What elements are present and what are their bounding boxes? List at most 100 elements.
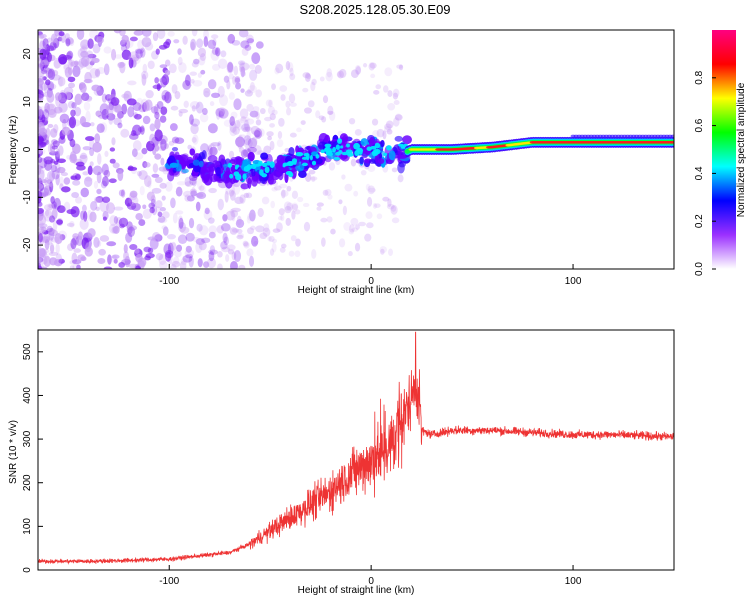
spectrogram-blob bbox=[286, 107, 292, 116]
spectrogram-blob bbox=[247, 146, 257, 153]
spectrogram-blob bbox=[161, 225, 168, 230]
spectrogram-blob bbox=[48, 203, 57, 209]
spectrogram-blob bbox=[44, 209, 50, 217]
spectrogram-blob bbox=[74, 93, 84, 105]
spectrogram-blob bbox=[89, 211, 97, 223]
spectrogram-blob bbox=[366, 222, 374, 229]
spectrogram-blob bbox=[157, 217, 168, 224]
spectrogram-blob bbox=[138, 219, 146, 227]
spectrogram-blob bbox=[320, 217, 328, 223]
snr-y-tick-label: 100 bbox=[22, 518, 33, 535]
spectrogram-blob bbox=[208, 249, 219, 255]
spectrogram-blob bbox=[354, 64, 362, 75]
spectrogram-blob bbox=[320, 149, 325, 154]
spectrogram-blob bbox=[386, 128, 393, 135]
spectrogram-blob bbox=[166, 233, 176, 240]
spectrogram-blob bbox=[236, 119, 242, 131]
spectrogram-blob bbox=[267, 178, 277, 185]
spectrogram-blob bbox=[239, 66, 246, 73]
spectrogram-blob bbox=[141, 37, 152, 48]
snr-y-axis-label: SNR (10 * v/v) bbox=[8, 420, 19, 484]
spectrogram-blob bbox=[39, 225, 45, 231]
spectrogram-blob bbox=[325, 71, 333, 82]
spectrogram-blob bbox=[324, 143, 332, 148]
spectrogram-blob bbox=[236, 228, 243, 234]
snr-series-line bbox=[38, 331, 674, 565]
spectrogram-blob bbox=[38, 122, 45, 134]
snr-marks bbox=[38, 331, 674, 565]
spectrogram-blob bbox=[191, 236, 200, 242]
spectrogram-blob bbox=[209, 245, 216, 256]
spectrogram-blob bbox=[82, 204, 87, 212]
spectrogram-blob bbox=[276, 222, 283, 233]
spectrogram-blob bbox=[284, 205, 292, 214]
spectrogram-blob bbox=[211, 92, 221, 99]
spectrogram-blob bbox=[211, 63, 221, 71]
spectrogram-blob bbox=[351, 227, 359, 232]
spectrogram-blob bbox=[103, 46, 112, 54]
spectrogram-blob bbox=[303, 221, 311, 232]
colorbar-tick-label: 0.8 bbox=[694, 70, 705, 84]
spectrogram-blob bbox=[235, 136, 245, 148]
spectrogram-blob bbox=[215, 166, 221, 177]
spectrogram-blob bbox=[199, 184, 206, 195]
spectrogram-blob bbox=[44, 239, 50, 250]
spectrogram-blob bbox=[382, 196, 390, 202]
spectrogram-blob bbox=[104, 150, 109, 157]
spectrogram-blob bbox=[119, 61, 126, 74]
spectrogram-blob bbox=[53, 106, 63, 114]
spectrogram-blob bbox=[240, 115, 247, 124]
spectrogram-blob bbox=[179, 260, 187, 269]
spectrogram-blob bbox=[137, 257, 147, 268]
spectrogram-blob bbox=[203, 87, 211, 98]
spectrogram-blob bbox=[337, 70, 344, 79]
spectrogram-blob bbox=[384, 67, 393, 77]
spectrogram-blob bbox=[189, 101, 200, 110]
spectrogram-blob bbox=[195, 241, 203, 254]
spectrogram-blob bbox=[242, 126, 253, 131]
spectrogram-blob bbox=[155, 48, 160, 55]
spectrogram-blob bbox=[165, 181, 173, 192]
spectrogram-blob bbox=[96, 188, 102, 195]
spectrogram-blob bbox=[390, 205, 397, 212]
spectrogram-blob bbox=[267, 236, 272, 242]
spectrogram-blob bbox=[157, 211, 163, 217]
spectrogram-blob bbox=[172, 167, 177, 173]
spectrogram-blob bbox=[135, 49, 143, 59]
spectrogram-blob bbox=[41, 114, 46, 123]
spectrogram-blob bbox=[72, 233, 80, 240]
spectrogram-blob bbox=[195, 201, 201, 212]
spectrogram-blob bbox=[68, 116, 77, 129]
spectrogram-blob bbox=[101, 163, 109, 176]
spectrogram-blob bbox=[243, 135, 252, 146]
snr-frame bbox=[37, 329, 675, 571]
spectrogram-blob bbox=[215, 107, 226, 117]
spectrogram-blob bbox=[190, 123, 199, 135]
spectrogram-blob bbox=[271, 83, 276, 90]
spectrogram-blob bbox=[49, 244, 55, 253]
spectrogram-blob bbox=[262, 162, 268, 168]
spectrogram-blob bbox=[225, 186, 232, 195]
spectrogram-blob bbox=[198, 160, 204, 168]
spectrogram-blob bbox=[159, 64, 168, 69]
spectrogram-blob bbox=[184, 194, 191, 202]
spectrogram-blob bbox=[184, 249, 195, 258]
spectrogram-blob bbox=[94, 133, 101, 144]
spectrogram-blob bbox=[253, 240, 258, 245]
spectrogram-blob bbox=[82, 95, 93, 101]
spectrogram-blob bbox=[148, 202, 156, 209]
spectrogram-blob bbox=[69, 220, 75, 228]
spectrogram-blob bbox=[203, 209, 213, 221]
spectrogram-blob bbox=[149, 206, 155, 214]
spectrogram-blob bbox=[197, 258, 203, 268]
spectrogram-blob bbox=[154, 234, 163, 242]
spectrogram-blob bbox=[47, 68, 56, 80]
spectrogram-blob bbox=[45, 69, 54, 79]
spectrogram-blob bbox=[128, 195, 139, 206]
spectrogram-blob bbox=[285, 60, 291, 71]
spectrogram-blob bbox=[95, 110, 102, 117]
spectrogram-blob bbox=[43, 255, 51, 268]
spectrogram-blob bbox=[257, 207, 264, 218]
spectrogram-blob bbox=[218, 106, 226, 115]
spectrogram-blob bbox=[270, 170, 280, 181]
